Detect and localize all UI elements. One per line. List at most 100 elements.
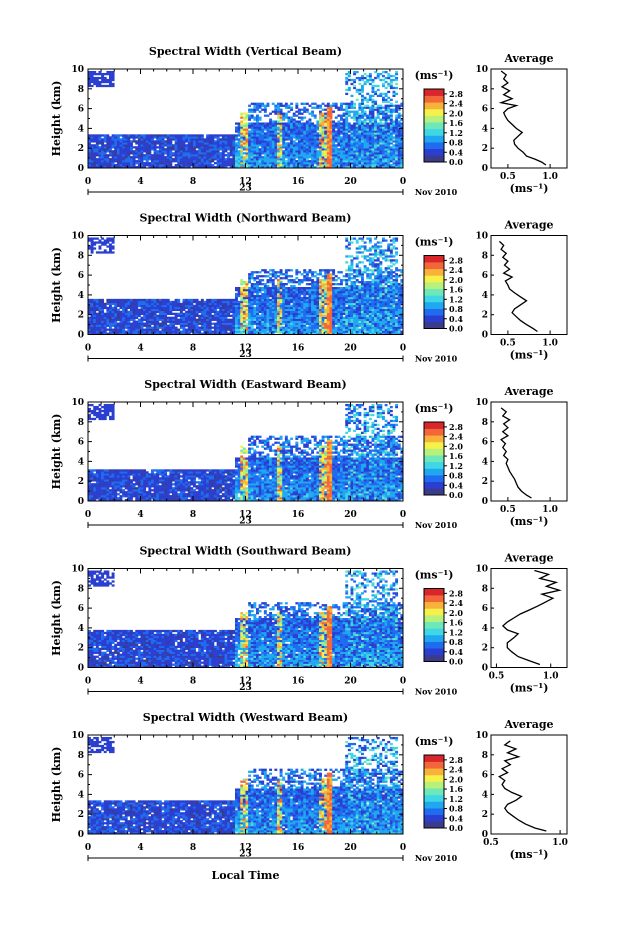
heatmap-cell	[127, 146, 131, 149]
heatmap-cell	[347, 124, 351, 127]
heatmap-cell	[290, 164, 294, 167]
heatmap-cell	[109, 316, 112, 319]
heatmap-cell	[376, 128, 380, 131]
heatmap-cell	[361, 134, 364, 137]
heatmap-cell	[345, 164, 349, 167]
colorbar-swatch	[424, 135, 444, 143]
heatmap-cell	[363, 134, 367, 137]
heatmap-cell	[98, 146, 102, 149]
heatmap-cell	[203, 150, 207, 153]
heatmap-cell	[153, 304, 157, 308]
heatmap-cell	[166, 158, 170, 161]
heatmap-cell	[179, 158, 183, 161]
heatmap-cell	[305, 158, 309, 161]
heatmap-cell	[290, 160, 294, 163]
heatmap-cell	[256, 122, 259, 125]
heatmap-cell	[242, 162, 246, 165]
heatmap-cell	[334, 150, 338, 153]
heatmap-cell	[292, 122, 296, 125]
heatmap-cell	[287, 320, 291, 323]
heatmap-cell	[395, 132, 399, 135]
heatmap-cell	[229, 142, 233, 145]
heatmap-cell	[263, 106, 267, 109]
heatmap-cell	[130, 146, 133, 149]
heatmap-cell	[382, 132, 385, 135]
heatmap-cell	[187, 152, 191, 155]
heatmap-cell	[355, 76, 359, 80]
heatmap-cell	[190, 330, 194, 333]
heatmap-cell	[266, 134, 270, 137]
heatmap-cell	[298, 320, 301, 323]
heatmap-cell	[109, 146, 112, 149]
heatmap-cell	[232, 148, 236, 151]
heatmap-cell	[161, 330, 165, 333]
heatmap-cell	[279, 136, 283, 139]
heatmap-cell	[368, 136, 372, 139]
heatmap-cell	[101, 328, 105, 331]
heatmap-cell	[313, 130, 317, 133]
heatmap-cell	[111, 312, 115, 315]
heatmap-cell	[111, 150, 115, 153]
heatmap-cell	[287, 316, 291, 319]
heatmap-cell	[111, 239, 115, 242]
heatmap-cell	[93, 138, 97, 141]
heatmap-cell	[371, 140, 375, 143]
heatmap-cell	[95, 144, 99, 147]
heatmap-cell	[389, 156, 393, 159]
heatmap-cell	[298, 314, 301, 317]
heatmap-cell	[311, 326, 315, 329]
heatmap-cell	[305, 304, 309, 308]
heatmap-cell	[279, 108, 283, 111]
heatmap-cell	[156, 306, 160, 310]
heatmap-cell	[179, 154, 183, 157]
heatmap-cell	[300, 136, 304, 139]
heatmap-cell	[90, 76, 94, 80]
heatmap-cell	[311, 322, 315, 325]
heatmap-cell	[161, 310, 165, 314]
heatmap-cell	[208, 154, 212, 157]
heatmap-cell	[235, 144, 238, 147]
heatmap-cell	[248, 290, 252, 294]
heatmap-cell	[311, 122, 315, 125]
heatmap-cell	[347, 130, 351, 133]
heatmap-cell	[379, 152, 383, 155]
heatmap-cell	[258, 283, 262, 286]
heatmap-cell	[292, 298, 296, 302]
heatmap-cell	[190, 142, 194, 145]
heatmap-cell	[177, 300, 181, 304]
heatmap-cell	[161, 304, 165, 308]
heatmap-cell	[392, 104, 396, 107]
heatmap-cell	[353, 84, 357, 88]
heatmap-cell	[130, 134, 133, 137]
heatmap-cell	[208, 166, 212, 169]
heatmap-cell	[342, 124, 346, 127]
heatmap-cell	[382, 112, 385, 115]
heatmap-cell	[114, 304, 118, 308]
heatmap-cell	[347, 74, 351, 78]
heatmap-cell	[101, 300, 105, 304]
heatmap-cell	[266, 148, 270, 151]
heatmap-cell	[382, 138, 385, 141]
heatmap-cell	[106, 308, 110, 312]
heatmap-cell	[166, 152, 170, 155]
heatmap-cell	[271, 290, 275, 294]
heatmap-cell	[324, 116, 328, 119]
heatmap-cell	[166, 140, 170, 143]
heatmap-cell	[269, 118, 273, 121]
heatmap-cell	[151, 136, 154, 139]
heatmap-cell	[109, 320, 112, 323]
heatmap-cell	[137, 314, 141, 317]
heatmap-cell	[400, 130, 404, 133]
heatmap-cell	[266, 290, 270, 294]
heatmap-cell	[235, 160, 238, 163]
heatmap-cell	[185, 152, 189, 155]
heatmap-cell	[368, 130, 372, 133]
heatmap-cell	[389, 160, 393, 163]
heatmap-cell	[274, 304, 278, 308]
heatmap-cell	[290, 144, 294, 147]
heatmap-cell	[114, 160, 118, 163]
heatmap-cell	[258, 320, 262, 323]
heatmap-cell	[161, 154, 165, 157]
heatmap-cell	[274, 322, 278, 325]
heatmap-cell	[116, 304, 120, 308]
